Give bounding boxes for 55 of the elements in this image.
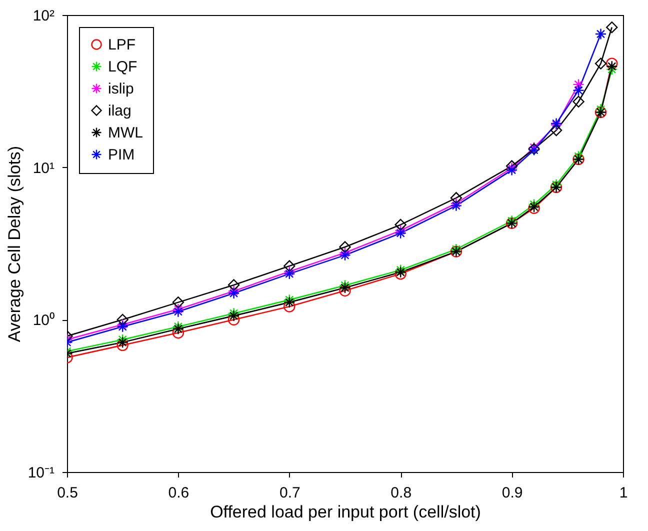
point: [572, 78, 584, 90]
legend-label: LPF: [108, 36, 136, 54]
point: [339, 284, 351, 297]
point: [228, 310, 240, 322]
y-tick-label: 10⁰: [32, 312, 54, 330]
point: [394, 227, 406, 239]
point: [172, 320, 184, 332]
point: [172, 303, 184, 316]
point: [450, 243, 462, 256]
point: [228, 287, 240, 300]
point: [228, 285, 240, 297]
point: [550, 124, 562, 136]
point: [394, 218, 406, 231]
y-axis-title: Average Cell Delay (slots): [4, 146, 24, 342]
y-tick-label: 10¹: [32, 160, 54, 177]
point: [339, 241, 351, 253]
legend-label: islip: [108, 80, 134, 98]
point: [606, 58, 618, 70]
x-tick-label: 0.8: [390, 484, 412, 502]
point: [172, 323, 184, 335]
point: [284, 296, 296, 308]
point: [606, 21, 618, 34]
point: [594, 58, 607, 70]
point: [594, 28, 607, 40]
x-tick-label: 1: [619, 484, 628, 502]
x-tick-label: 0.9: [502, 484, 523, 502]
x-tick-label: 0.5: [57, 484, 78, 502]
point: [284, 268, 296, 280]
point: [606, 60, 618, 72]
point: [339, 282, 351, 294]
x-tick-label: 0.7: [279, 484, 300, 502]
point: [228, 279, 240, 291]
legend-label: LQF: [108, 58, 138, 76]
point: [339, 249, 351, 262]
point: [572, 84, 584, 96]
point: [116, 339, 128, 352]
y-tick-label: 10⁻¹: [28, 464, 54, 482]
point: [172, 326, 184, 339]
y-tick-label: 10²: [32, 8, 54, 24]
point: [450, 192, 462, 204]
point: [284, 260, 296, 272]
legend-label: PIM: [108, 146, 135, 164]
point: [572, 96, 584, 108]
point: [116, 336, 128, 348]
point: [172, 296, 184, 308]
point: [228, 314, 240, 326]
legend-label: ilag: [108, 102, 132, 120]
point: [528, 198, 540, 210]
x-tick-label: 0.6: [168, 484, 190, 502]
point: [116, 314, 128, 326]
point: [172, 306, 184, 318]
x-axis-title: Offered load per input port (cell/slot): [210, 502, 481, 522]
point: [450, 200, 462, 212]
point: [606, 63, 618, 76]
legend-label: MWL: [108, 124, 143, 142]
